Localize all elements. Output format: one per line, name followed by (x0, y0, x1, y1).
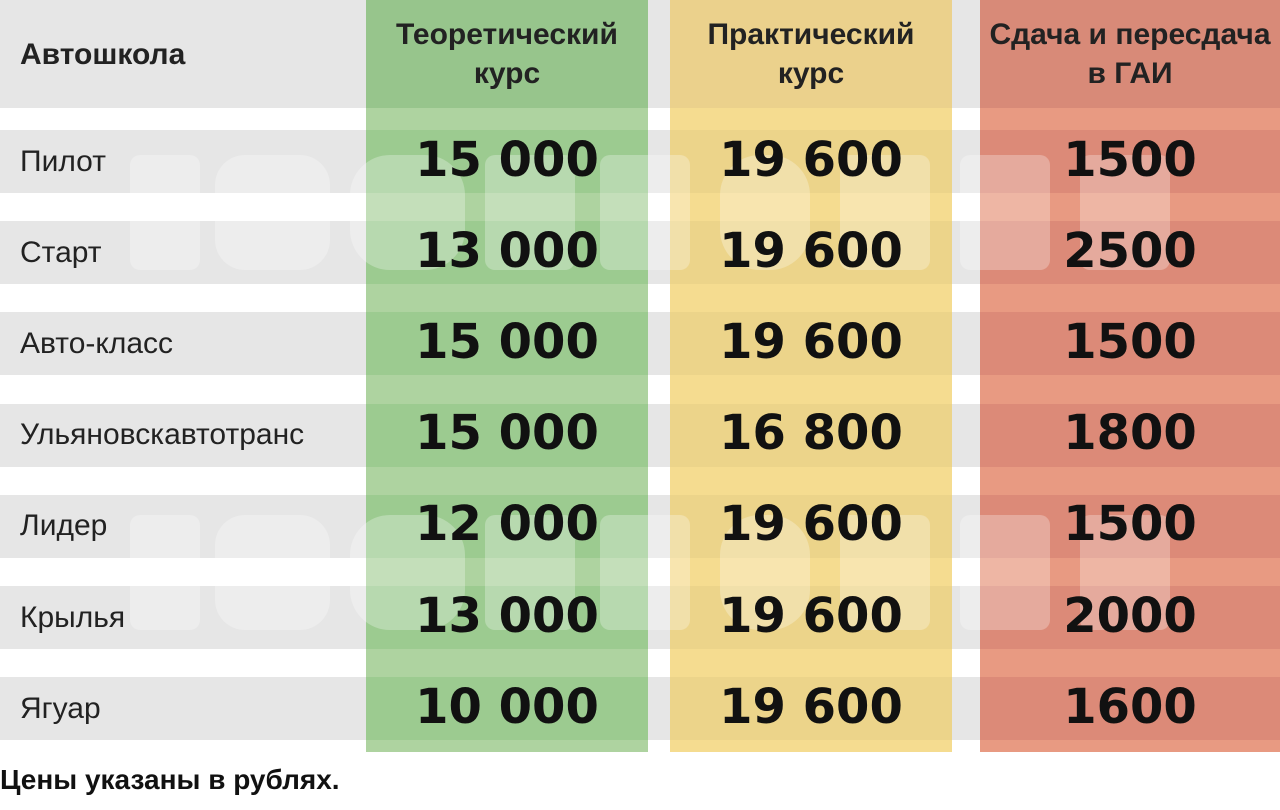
column-header-bg (980, 0, 1280, 108)
school-name: Старт (20, 235, 102, 269)
column-row-bg (980, 403, 1280, 467)
theory-price: 13 000 (415, 587, 599, 644)
practice-price: 19 600 (719, 678, 903, 735)
practice-price: 19 600 (719, 222, 903, 279)
footnote: Цены указаны в рублях. (0, 764, 340, 795)
practice-price: 19 600 (719, 587, 903, 644)
practice-price: 19 600 (719, 131, 903, 188)
school-name: Ульяновскавтотранс (20, 418, 305, 452)
practice-price: 19 600 (719, 313, 903, 370)
practice-column-bg (670, 0, 952, 752)
price-table: Автошкола Теоретический курс Практически… (0, 0, 1280, 752)
column-row-bg (670, 221, 952, 285)
theory-price: 15 000 (415, 405, 599, 462)
column-row-bg (670, 494, 952, 558)
column-row-bg (366, 130, 648, 193)
theory-price: 12 000 (415, 496, 599, 553)
theory-price: 15 000 (415, 313, 599, 370)
column-row-bg (980, 221, 1280, 285)
exam-price: 1600 (1063, 678, 1197, 735)
header-theory: Теоретический курс (396, 18, 618, 90)
school-name: Авто-класс (20, 326, 174, 360)
column-header-bg (366, 0, 648, 108)
header-exam: Сдача и пересдача в ГАИ (989, 18, 1271, 90)
column-row-bg (980, 130, 1280, 193)
exam-price: 2500 (1063, 222, 1197, 279)
exam-column-bg (980, 0, 1280, 752)
theory-price: 13 000 (415, 222, 599, 279)
column-row-bg (670, 586, 952, 649)
column-row-bg (980, 677, 1280, 741)
exam-price: 1800 (1063, 405, 1197, 462)
column-row-bg (670, 677, 952, 741)
school-name: Ягуар (20, 691, 101, 725)
theory-price: 15 000 (415, 131, 599, 188)
column-row-bg (366, 403, 648, 467)
exam-price: 1500 (1063, 131, 1197, 188)
header-practice: Практический курс (707, 18, 915, 90)
column-header-bg (670, 0, 952, 108)
practice-price: 16 800 (719, 405, 903, 462)
exam-price: 1500 (1063, 496, 1197, 553)
header-school: Автошкола (20, 37, 186, 71)
school-name: Лидер (20, 509, 108, 543)
school-name: Пилот (20, 144, 106, 178)
column-row-bg (366, 677, 648, 741)
column-row-bg (670, 130, 952, 193)
school-name: Крылья (20, 600, 126, 634)
column-row-bg (670, 403, 952, 467)
column-row-bg (366, 312, 648, 376)
column-row-bg (980, 312, 1280, 376)
exam-price: 1500 (1063, 313, 1197, 370)
theory-price: 10 000 (415, 678, 599, 735)
column-row-bg (366, 221, 648, 285)
column-row-bg (980, 586, 1280, 649)
column-row-bg (670, 312, 952, 376)
exam-price: 2000 (1063, 587, 1197, 644)
column-row-bg (366, 494, 648, 558)
column-row-bg (366, 586, 648, 649)
column-row-bg (980, 494, 1280, 558)
theory-column-bg (366, 0, 648, 752)
practice-price: 19 600 (719, 496, 903, 553)
